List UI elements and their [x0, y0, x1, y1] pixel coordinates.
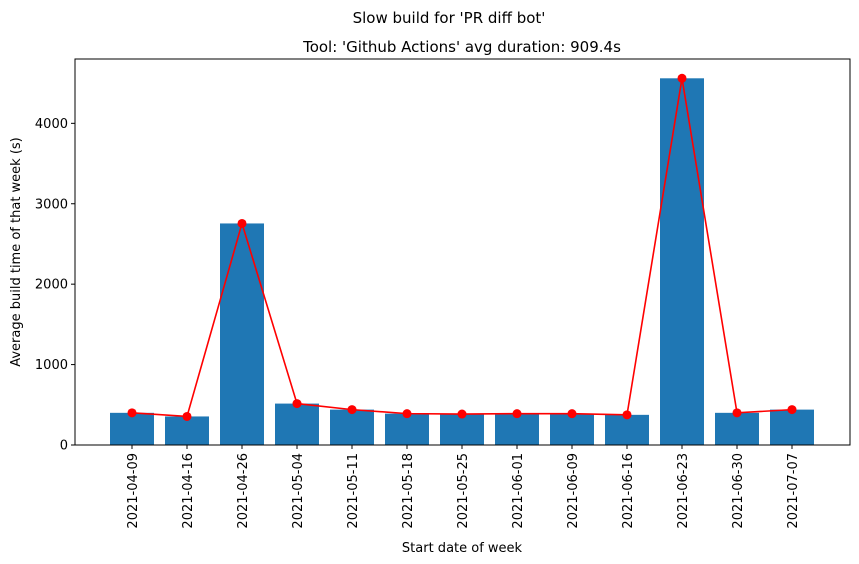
line-marker [787, 405, 797, 415]
x-axis-label: Start date of week [402, 541, 523, 556]
figure-title: Slow build for 'PR diff bot' [353, 9, 546, 27]
bar [385, 413, 429, 445]
bars [110, 78, 814, 446]
y-tick-label: 1000 [35, 358, 68, 373]
bar [495, 413, 539, 445]
line-marker [292, 399, 302, 409]
bar [110, 412, 154, 445]
line-marker [622, 410, 632, 420]
line-marker [347, 405, 357, 415]
line-marker [677, 73, 687, 83]
y-tick-label: 4000 [35, 117, 68, 132]
x-tick-label: 2021-04-09 [126, 453, 141, 529]
x-tick-label: 2021-06-30 [731, 453, 746, 529]
y-axis-label: Average build time of that week (s) [9, 137, 24, 367]
x-tick-label: 2021-04-26 [236, 453, 251, 529]
line-marker [512, 409, 522, 419]
x-tick-label: 2021-04-16 [181, 453, 196, 529]
chart-title: Tool: 'Github Actions' avg duration: 909… [302, 38, 621, 56]
bar [715, 412, 759, 445]
bar [275, 403, 319, 445]
bar [220, 223, 264, 445]
line-marker [732, 408, 742, 418]
x-tick-label: 2021-07-07 [786, 453, 801, 529]
line-marker [457, 409, 467, 419]
x-tick-label: 2021-06-09 [566, 453, 581, 529]
x-tick-label: 2021-06-16 [621, 453, 636, 529]
x-tick-label: 2021-05-04 [291, 453, 306, 529]
plot-frame [74, 58, 851, 446]
bar [605, 414, 649, 445]
y-tick-label: 2000 [35, 278, 68, 293]
line-marker [182, 411, 192, 421]
line-marker [237, 218, 247, 228]
bar [330, 409, 374, 445]
line-marker [567, 409, 577, 419]
bar [660, 78, 704, 446]
bar [770, 409, 814, 445]
bar [440, 414, 484, 445]
y-axis: 0 1000 2000 3000 4000 [35, 117, 75, 454]
x-tick-label: 2021-05-18 [401, 453, 416, 529]
x-tick-label: 2021-06-01 [511, 453, 526, 529]
y-tick-label: 3000 [35, 197, 68, 212]
y-tick-label: 0 [60, 439, 68, 454]
x-axis: 2021-04-09 2021-04-16 2021-04-26 2021-05-04… [126, 445, 801, 529]
x-tick-label: 2021-05-25 [456, 453, 471, 529]
x-tick-label: 2021-05-11 [346, 453, 361, 529]
line-series [127, 73, 797, 421]
bar [550, 413, 594, 445]
bar [165, 416, 209, 445]
line-marker [127, 408, 137, 418]
x-tick-label: 2021-06-23 [676, 453, 691, 529]
line-marker [402, 409, 412, 419]
